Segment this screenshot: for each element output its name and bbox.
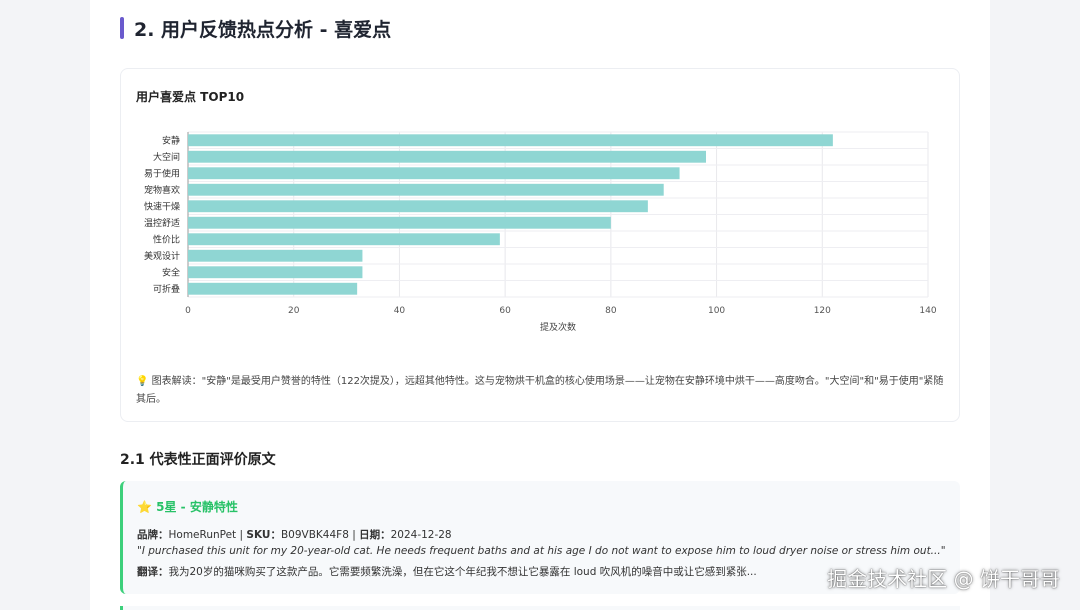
translation-label: 翻译： — [137, 566, 169, 578]
y-category-label: 安全 — [162, 266, 180, 278]
chart-card: 用户喜爱点 TOP10 0 20 40 60 80 100 120 140 安静大空间易于使用宠… — [120, 68, 960, 422]
y-category-label: 易于使用 — [144, 167, 180, 179]
bar-2 — [188, 167, 680, 180]
chart-note-text: 图表解读："安静"是最受用户赞誉的特性（122次提及），远超其他特性。这与宠物烘… — [136, 376, 944, 405]
bar-5 — [188, 216, 611, 229]
review-meta: 品牌：HomeRunPet | SKU：B09VBK44F8 | 日期：2024… — [137, 527, 452, 542]
chart-title: 用户喜爱点 TOP10 — [136, 90, 245, 104]
bar-6 — [188, 233, 500, 246]
bar-0 — [188, 134, 833, 147]
x-tick-label: 20 — [288, 306, 300, 316]
subsection-title: 2.1 代表性正面评价原文 — [120, 452, 276, 468]
brand-value: HomeRunPet — [168, 529, 237, 541]
y-category-label: 快速干燥 — [144, 200, 180, 212]
x-tick-label: 120 — [814, 306, 831, 316]
review-header: ⭐ 5星 - 安静特性 — [137, 498, 238, 515]
bar-7 — [188, 249, 363, 262]
sku-label: SKU： — [246, 529, 281, 541]
review-header-text: 5星 - 安静特性 — [156, 500, 238, 514]
bar-4 — [188, 200, 648, 213]
y-category-label: 大空间 — [153, 151, 180, 163]
y-category-label: 可折叠 — [153, 283, 180, 295]
x-tick-label: 60 — [499, 306, 511, 316]
y-category-label: 安静 — [162, 134, 180, 146]
report-page: 2. 用户反馈热点分析 - 喜爱点 用户喜爱点 TOP10 0 20 40 60 80 1… — [90, 0, 990, 610]
review-card: ⭐ 5星 - 安静特性 品牌：HomeRunPet | SKU：B09VBK44… — [120, 481, 960, 594]
y-category-label: 温控舒适 — [144, 217, 180, 229]
section-heading: 2. 用户反馈热点分析 - 喜爱点 — [120, 14, 391, 42]
star-icon: ⭐ — [137, 500, 152, 514]
x-tick-label: 0 — [185, 306, 191, 316]
section-title: 2. 用户反馈热点分析 - 喜爱点 — [134, 18, 392, 41]
y-category-label: 性价比 — [153, 233, 180, 245]
translation-text: 我为20岁的猫咪购买了这款产品。它需要频繁洗澡，但在它这个年纪我不想让它暴露在 … — [168, 566, 757, 578]
review-quote: "I purchased this unit for my 20-year-ol… — [137, 545, 946, 557]
chart-note: 💡 图表解读："安静"是最受用户赞誉的特性（122次提及），远超其他特性。这与宠… — [136, 373, 948, 409]
next-review-card — [120, 606, 960, 610]
date-value: 2024-12-28 — [390, 529, 452, 541]
x-tick-label: 40 — [394, 306, 406, 316]
bar-chart: 0 20 40 60 80 100 120 140 安静大空间易于使用宠物喜欢快速干燥温控舒适性… — [144, 131, 937, 333]
x-tick-label: 80 — [605, 306, 617, 316]
sku-value: B09VBK44F8 — [280, 529, 349, 541]
y-category-label: 美观设计 — [144, 250, 180, 262]
y-category-label: 宠物喜欢 — [144, 184, 180, 196]
bar-9 — [188, 282, 358, 295]
lightbulb-icon: 💡 — [136, 376, 149, 387]
x-tick-label: 140 — [919, 306, 936, 316]
date-label: 日期： — [359, 529, 391, 541]
heading-accent-bar — [120, 17, 124, 39]
brand-label: 品牌： — [137, 529, 169, 541]
x-axis-label: 提及次数 — [540, 321, 576, 333]
meta-separator: | — [236, 529, 247, 541]
review-translation: 翻译：我为20岁的猫咪购买了这款产品。它需要频繁洗澡，但在它这个年纪我不想让它暴… — [137, 564, 757, 579]
x-tick-label: 100 — [708, 306, 725, 316]
bar-1 — [188, 150, 706, 163]
watermark: 掘金技术社区 @ 饼干哥哥 — [827, 567, 1060, 591]
bar-3 — [188, 183, 664, 196]
meta-separator: | — [348, 529, 360, 541]
bar-8 — [188, 266, 363, 279]
